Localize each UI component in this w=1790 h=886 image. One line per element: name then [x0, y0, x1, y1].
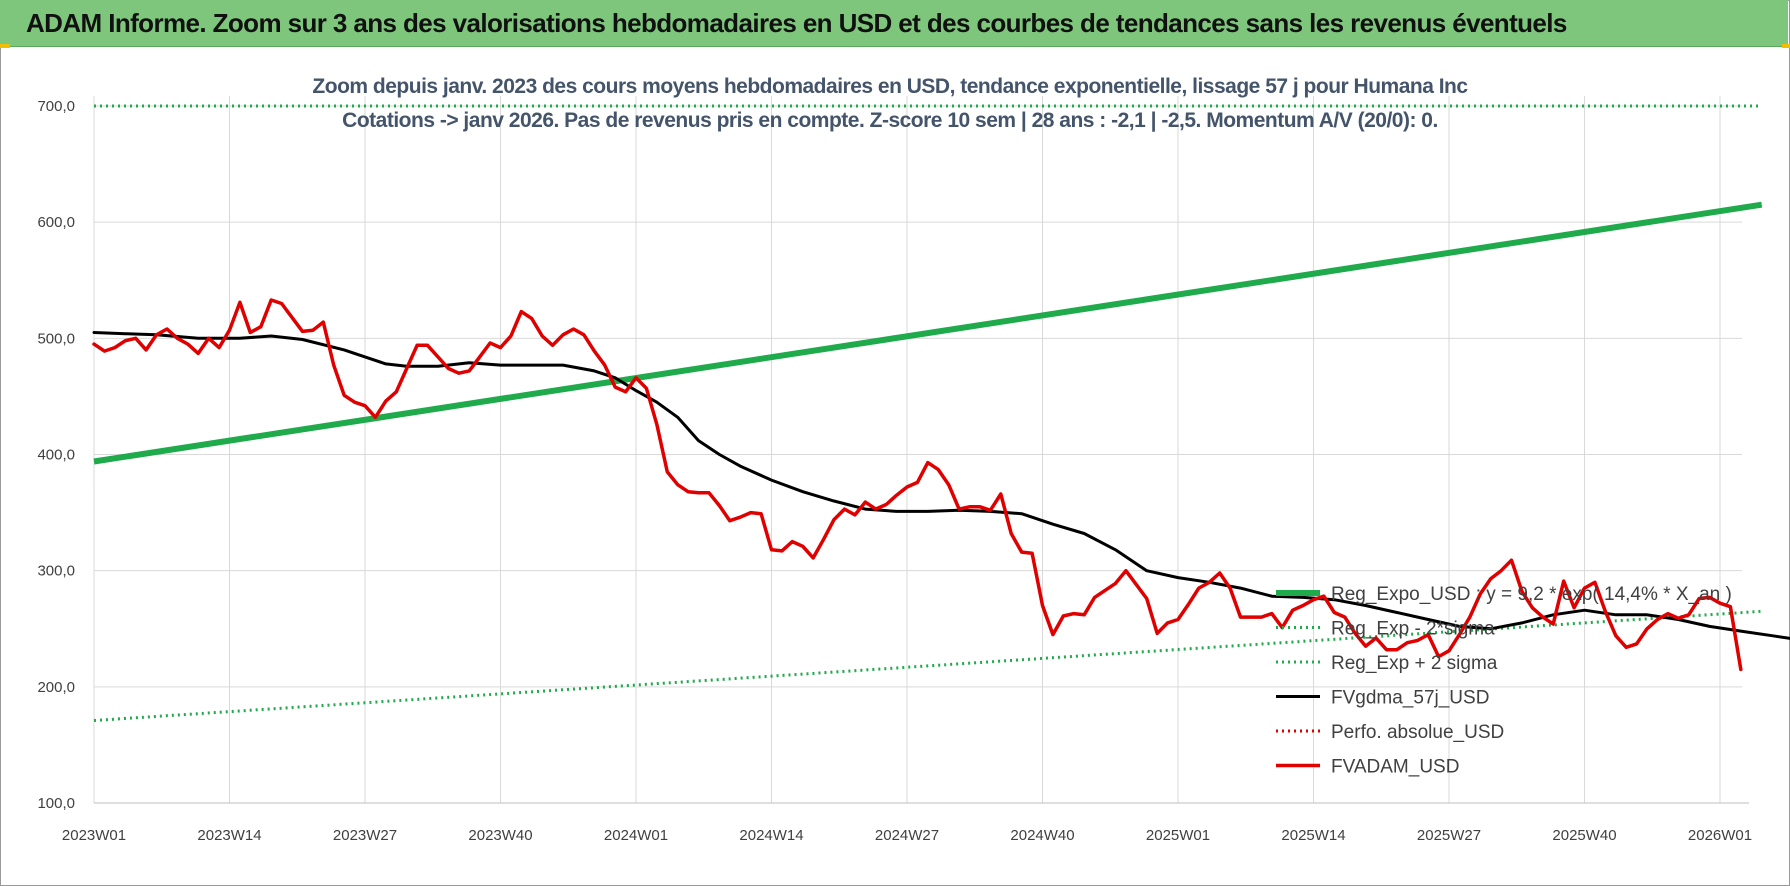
x-tick-label: 2024W27	[875, 827, 939, 844]
smoothed-series	[92, 331, 1790, 640]
x-tick-label: 2023W40	[468, 827, 532, 844]
legend: Reg_Expo_USD : y = 9,2 * exp( 14,4% * X_…	[1276, 584, 1732, 778]
y-tick-label: 300,0	[37, 563, 75, 580]
y-tick-label: 700,0	[37, 98, 75, 115]
x-tick-label: 2026W01	[1688, 827, 1752, 844]
legend-label: Reg_Expo_USD : y = 9,2 * exp( 14,4% * X_…	[1331, 584, 1732, 605]
corner-marker-right	[1782, 44, 1790, 48]
x-tick-label: 2023W01	[62, 827, 126, 844]
legend-label: FVgdma_57j_USD	[1331, 688, 1489, 709]
lower-band-series	[93, 609, 1762, 722]
x-tick-label: 2024W01	[604, 827, 668, 844]
chart-subtitle-line-2: Cotations -> janv 2026. Pas de revenus p…	[342, 109, 1438, 132]
page-title: ADAM Informe. Zoom sur 3 ans des valoris…	[26, 8, 1567, 38]
legend-label: Reg_Exp - 2*sigma	[1331, 619, 1495, 640]
trend-line-series	[93, 201, 1763, 465]
axis-labels: 100,0 200,0 300,0 400,0 500,0 600,0 700,0 2023W…	[37, 98, 1752, 844]
chart-subtitle-line-1: Zoom depuis janv. 2023 des cours moyens …	[312, 75, 1468, 98]
x-tick-label: 2024W14	[739, 827, 803, 844]
x-tick-label: 2025W14	[1281, 827, 1345, 844]
y-tick-label: 500,0	[37, 330, 75, 347]
x-tick-label: 2025W01	[1146, 827, 1210, 844]
y-tick-label: 400,0	[37, 447, 75, 464]
x-tick-label: 2023W27	[333, 827, 397, 844]
y-tick-label: 100,0	[37, 795, 75, 812]
grid	[93, 96, 1749, 804]
title-banner: ADAM Informe. Zoom sur 3 ans des valoris…	[0, 0, 1788, 47]
x-tick-label: 2025W27	[1417, 827, 1481, 844]
y-tick-label: 200,0	[37, 679, 75, 696]
x-tick-label: 2023W14	[197, 827, 261, 844]
legend-label: Perfo. absolue_USD	[1331, 722, 1504, 743]
x-tick-label: 2025W40	[1552, 827, 1616, 844]
legend-label: Reg_Exp + 2 sigma	[1331, 653, 1498, 674]
series-layer	[92, 104, 1790, 722]
corner-marker-left	[0, 44, 10, 48]
y-tick-label: 600,0	[37, 214, 75, 231]
legend-label: FVADAM_USD	[1331, 757, 1459, 778]
price-series	[92, 298, 1743, 672]
x-tick-label: 2024W40	[1010, 827, 1074, 844]
